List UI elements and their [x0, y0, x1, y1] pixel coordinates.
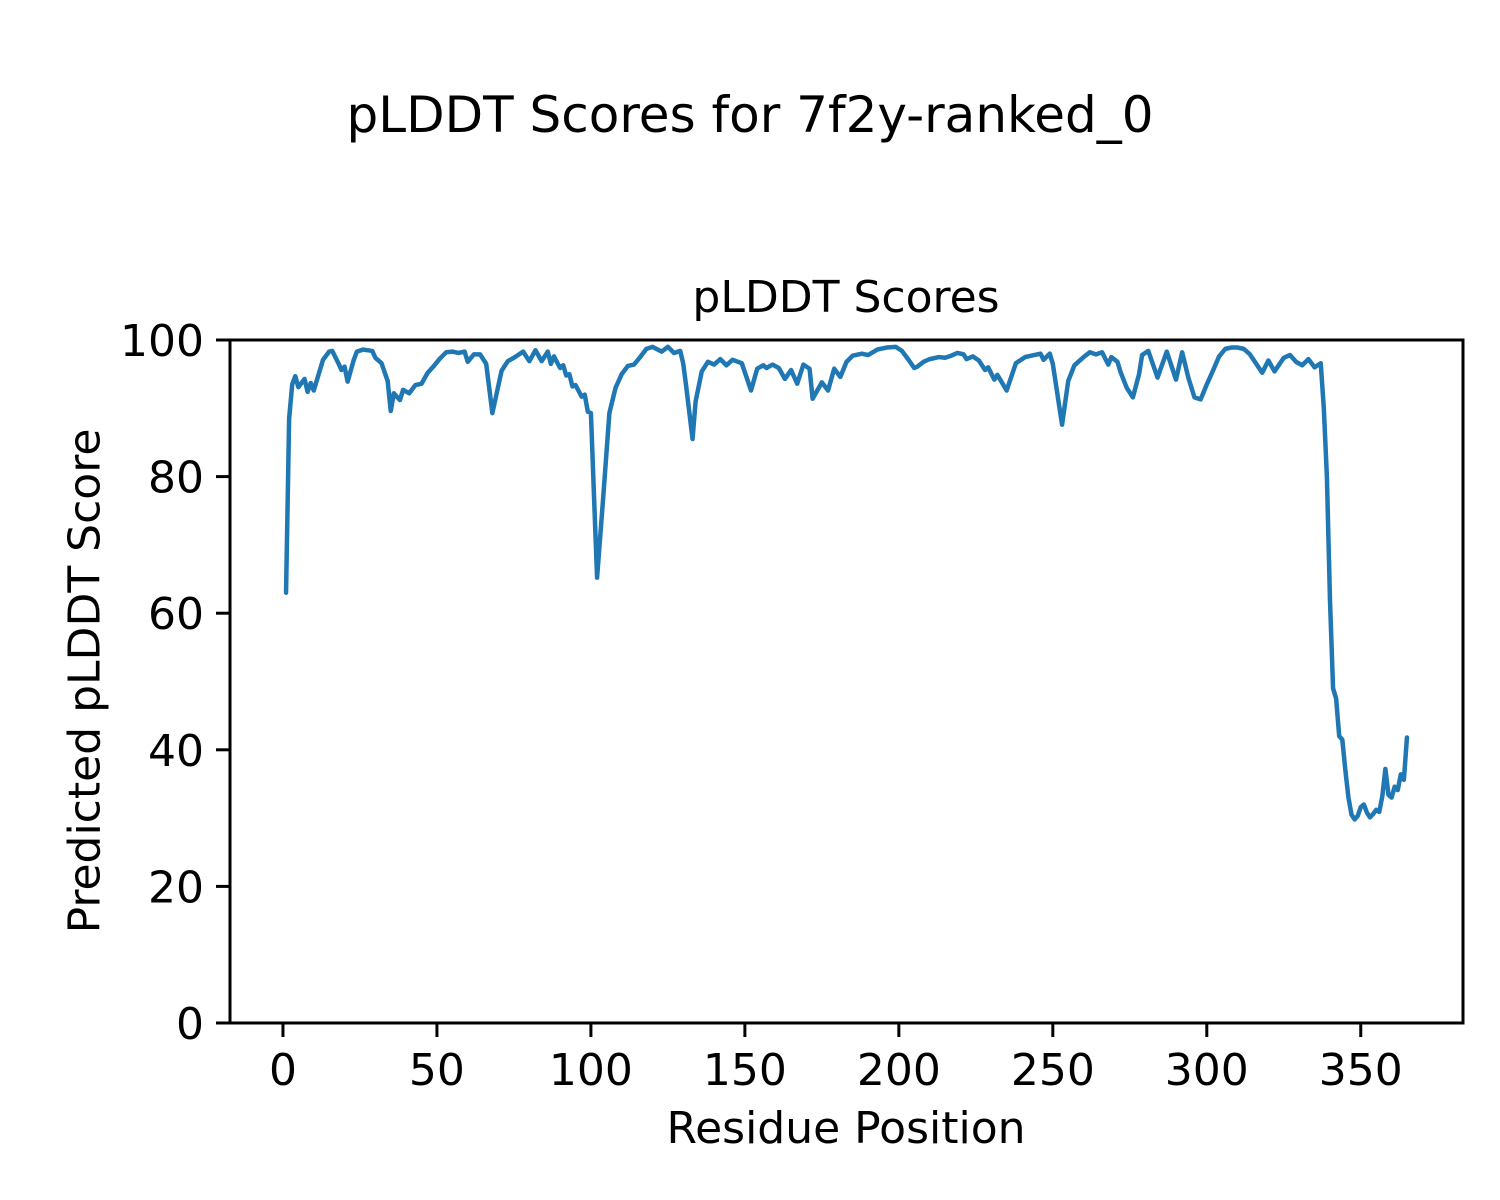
y-tick-label: 20 [148, 862, 204, 913]
y-tick-label: 40 [148, 726, 204, 777]
axes-title: pLDDT Scores [692, 272, 1000, 323]
x-axis-label: Residue Position [666, 1103, 1026, 1154]
y-axis-ticks: 0 20 40 60 80 100 [120, 316, 230, 1050]
plddt-line-series [283, 344, 1410, 822]
y-axis-label: Predicted pLDDT Score [59, 428, 111, 934]
x-tick-label: 250 [1011, 1045, 1095, 1096]
x-tick-label: 150 [703, 1045, 787, 1096]
y-tick-label: 100 [120, 316, 204, 367]
figure-title: pLDDT Scores for 7f2y-ranked_0 [346, 86, 1154, 144]
plot-border [228, 338, 1465, 1025]
x-tick-label: 0 [269, 1045, 297, 1096]
y-tick-label: 80 [148, 453, 204, 504]
x-axis-ticks: 0 50 100 150 200 250 300 350 [269, 1023, 1403, 1096]
y-tick-label: 0 [176, 999, 204, 1050]
y-tick-label: 60 [148, 589, 204, 640]
x-tick-label: 200 [857, 1045, 941, 1096]
x-tick-label: 50 [409, 1045, 465, 1096]
x-tick-label: 350 [1319, 1045, 1403, 1096]
x-tick-label: 100 [549, 1045, 633, 1096]
x-tick-label: 300 [1165, 1045, 1249, 1096]
